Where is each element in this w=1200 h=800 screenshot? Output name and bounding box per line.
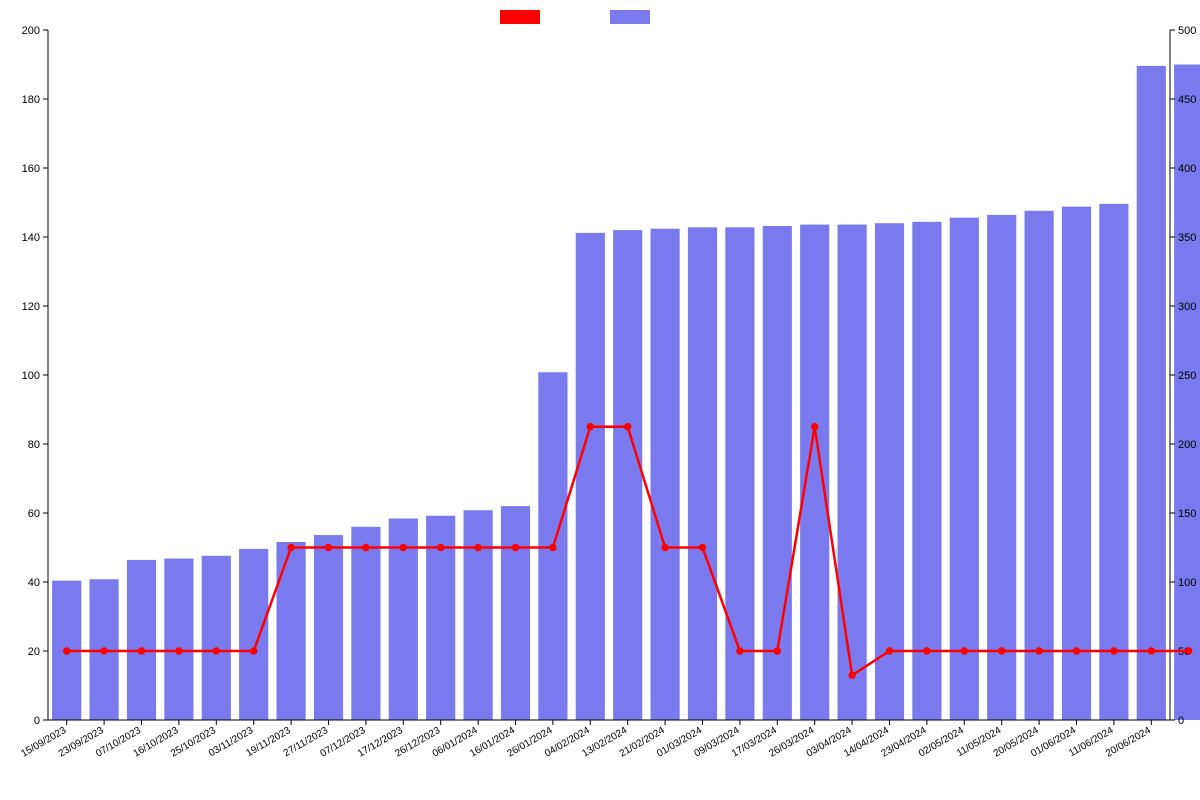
bar bbox=[1137, 66, 1166, 720]
line-marker bbox=[138, 648, 144, 654]
line-marker bbox=[1036, 648, 1042, 654]
bar bbox=[987, 215, 1016, 720]
line-marker bbox=[363, 544, 369, 550]
ytick-label-right: 400 bbox=[1178, 163, 1196, 175]
bar bbox=[651, 229, 680, 720]
ytick-label-left: 120 bbox=[22, 301, 40, 313]
bar bbox=[912, 222, 941, 720]
line-marker bbox=[1148, 648, 1154, 654]
ytick-label-left: 80 bbox=[28, 439, 40, 451]
bar bbox=[950, 218, 979, 720]
bar bbox=[1099, 204, 1128, 720]
ytick-label-right: 450 bbox=[1178, 94, 1196, 106]
ytick-label-left: 40 bbox=[28, 577, 40, 589]
bar bbox=[613, 230, 642, 720]
bar bbox=[277, 542, 306, 720]
line-marker bbox=[1073, 648, 1079, 654]
line-marker bbox=[512, 544, 518, 550]
ytick-label-right: 300 bbox=[1178, 301, 1196, 313]
ytick-label-left: 0 bbox=[34, 715, 40, 727]
bar bbox=[725, 227, 754, 720]
bar bbox=[688, 227, 717, 720]
ytick-label-right: 250 bbox=[1178, 370, 1196, 382]
ytick-label-left: 180 bbox=[22, 94, 40, 106]
line-marker bbox=[849, 672, 855, 678]
bar bbox=[501, 506, 530, 720]
line-marker bbox=[961, 648, 967, 654]
line-marker bbox=[886, 648, 892, 654]
line-marker bbox=[288, 544, 294, 550]
line-marker bbox=[325, 544, 331, 550]
bar bbox=[164, 559, 193, 720]
line-marker bbox=[101, 648, 107, 654]
legend-swatch bbox=[500, 10, 540, 24]
bar bbox=[838, 225, 867, 720]
bar bbox=[351, 527, 380, 720]
line-marker bbox=[812, 424, 818, 430]
line-marker bbox=[63, 648, 69, 654]
line-marker bbox=[550, 544, 556, 550]
line-marker bbox=[625, 424, 631, 430]
ytick-label-right: 150 bbox=[1178, 508, 1196, 520]
line-marker bbox=[699, 544, 705, 550]
bar bbox=[875, 223, 904, 720]
bar bbox=[127, 560, 156, 720]
line-marker bbox=[400, 544, 406, 550]
ytick-label-right: 500 bbox=[1178, 25, 1196, 37]
ytick-label-right: 0 bbox=[1178, 715, 1184, 727]
line-marker bbox=[999, 648, 1005, 654]
line-marker bbox=[737, 648, 743, 654]
line-marker bbox=[176, 648, 182, 654]
bar bbox=[239, 549, 268, 720]
bar bbox=[202, 556, 231, 720]
legend-swatch bbox=[610, 10, 650, 24]
ytick-label-left: 200 bbox=[22, 25, 40, 37]
ytick-label-left: 160 bbox=[22, 163, 40, 175]
ytick-label-left: 140 bbox=[22, 232, 40, 244]
combo-chart: 0204060801001201401601802000501001502002… bbox=[0, 0, 1200, 800]
chart-svg: 0204060801001201401601802000501001502002… bbox=[0, 0, 1200, 800]
bar bbox=[576, 233, 605, 720]
line-marker bbox=[924, 648, 930, 654]
line-marker bbox=[475, 544, 481, 550]
bar bbox=[314, 535, 343, 720]
ytick-label-left: 20 bbox=[28, 646, 40, 658]
bar bbox=[1025, 211, 1054, 720]
line-marker bbox=[774, 648, 780, 654]
bar bbox=[800, 225, 829, 720]
ytick-label-right: 350 bbox=[1178, 232, 1196, 244]
line-marker bbox=[1186, 648, 1192, 654]
line-marker bbox=[213, 648, 219, 654]
ytick-label-right: 100 bbox=[1178, 577, 1196, 589]
ytick-label-left: 100 bbox=[22, 370, 40, 382]
ytick-label-left: 60 bbox=[28, 508, 40, 520]
ytick-label-right: 200 bbox=[1178, 439, 1196, 451]
bar bbox=[1062, 207, 1091, 720]
line-marker bbox=[662, 544, 668, 550]
bar bbox=[464, 510, 493, 720]
line-marker bbox=[438, 544, 444, 550]
line-marker bbox=[1111, 648, 1117, 654]
line-marker bbox=[587, 424, 593, 430]
line-marker bbox=[251, 648, 257, 654]
